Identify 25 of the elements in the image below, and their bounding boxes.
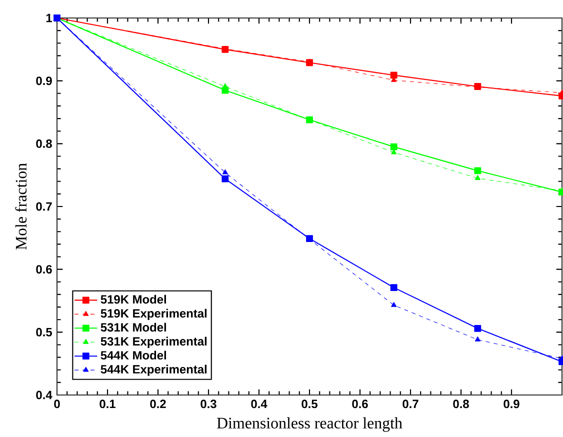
x-tick-label: 0.6 bbox=[352, 400, 368, 408]
y-tick-label: 0.5 bbox=[36, 328, 52, 336]
x-tick-label: 0 bbox=[54, 400, 60, 408]
y-tick-label: 0.9 bbox=[36, 76, 52, 86]
legend-label: 531K Model bbox=[100, 322, 166, 332]
legend-label: 544K Experimental bbox=[100, 364, 207, 376]
x-tick-label: 0.3 bbox=[200, 400, 216, 408]
legend-label: 544K Model bbox=[100, 350, 166, 360]
x-tick-label: 0.2 bbox=[150, 400, 166, 408]
y-tick-label: 0.4 bbox=[36, 390, 52, 400]
x-tick-label: 0.9 bbox=[504, 400, 520, 408]
x-tick-label: 0.1 bbox=[100, 400, 116, 408]
x-tick-label: 0.4 bbox=[251, 400, 268, 408]
y-tick-label: 0.7 bbox=[36, 202, 52, 211]
x-tick-label: 0.8 bbox=[453, 400, 469, 408]
y-tick-label: 0.6 bbox=[36, 265, 52, 274]
y-tick-label: 1 bbox=[46, 14, 52, 22]
y-axis-title: Mole fraction bbox=[15, 163, 27, 250]
legend-label: 519K Model bbox=[100, 294, 166, 304]
x-axis-title: Dimensionless reactor length bbox=[217, 417, 402, 432]
legend-label: 519K Experimental bbox=[100, 308, 207, 320]
x-tick-label: 0.7 bbox=[402, 400, 418, 408]
legend-label: 531K Experimental bbox=[100, 336, 207, 348]
x-tick-label: 0.5 bbox=[302, 400, 318, 408]
y-tick-label: 0.8 bbox=[36, 139, 52, 148]
